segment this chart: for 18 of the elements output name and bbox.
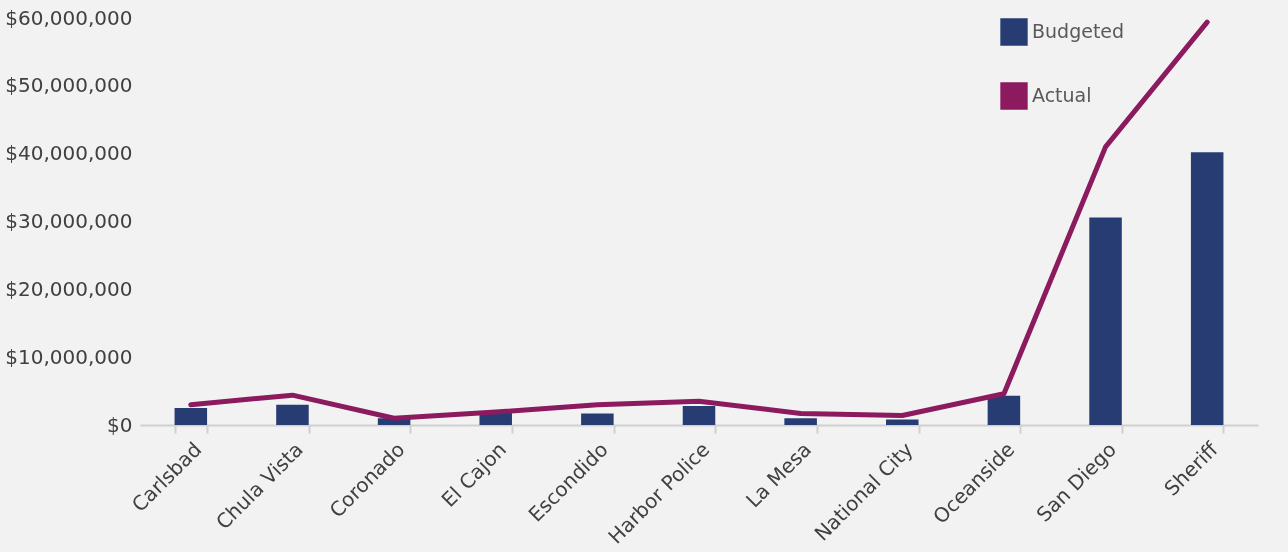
bar <box>1190 152 1224 425</box>
bar <box>784 418 817 425</box>
y-tick-label: $30,000,000 <box>5 209 133 233</box>
y-tick-label: $60,000,000 <box>5 5 133 30</box>
legend-label: Budgeted <box>1032 20 1125 42</box>
bar <box>1089 217 1122 425</box>
y-tick-label: $40,000,000 <box>5 141 133 166</box>
y-tick-label: $20,000,000 <box>5 276 133 301</box>
bar <box>987 395 1021 425</box>
bar <box>682 406 716 425</box>
legend-label: Actual <box>1032 84 1092 106</box>
bar <box>174 408 208 425</box>
bar <box>886 419 919 425</box>
y-tick-label: $10,000,000 <box>5 344 133 369</box>
y-tick-label: $50,000,000 <box>5 73 133 98</box>
bar <box>581 413 614 425</box>
y-tick-label: $0 <box>107 412 133 437</box>
bar <box>276 404 309 425</box>
